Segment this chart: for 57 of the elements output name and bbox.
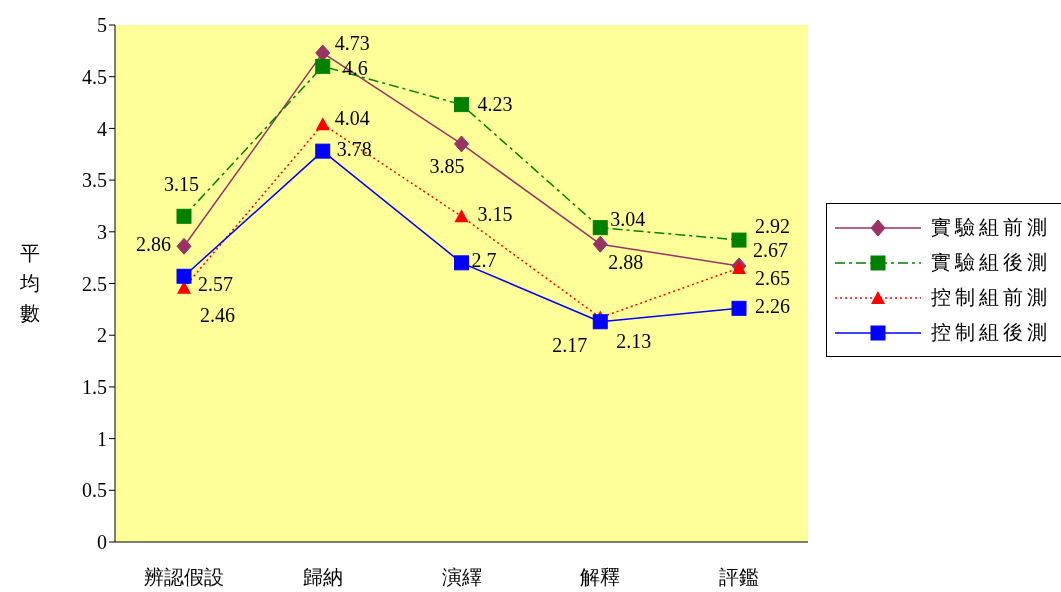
point [454, 135, 469, 153]
data-label: 4.04 [334, 106, 370, 129]
y-axis-title: 平均數 [19, 241, 41, 326]
point [176, 208, 192, 224]
y-tick-label: 4.5 [82, 65, 107, 88]
point [731, 300, 747, 316]
data-label: 4.23 [477, 93, 513, 116]
y-tick-label: 3.5 [82, 169, 107, 192]
point [454, 209, 469, 223]
point [454, 255, 469, 271]
data-label: 2.13 [616, 330, 652, 353]
x-tick-label: 演繹 [441, 566, 482, 589]
x-tick-label: 解釋 [580, 566, 621, 589]
data-label: 3.78 [336, 137, 372, 160]
point [176, 237, 192, 255]
data-label: 3.85 [429, 154, 465, 177]
point [315, 44, 331, 62]
y-tick-label: 0 [97, 531, 107, 554]
y-tick-label: 5 [97, 14, 107, 37]
data-label: 2.26 [755, 294, 790, 317]
y-tick-label: 3 [97, 220, 107, 243]
data-label: 2.67 [753, 238, 788, 261]
data-label: 3.15 [477, 202, 513, 225]
x-tick-label: 歸納 [302, 566, 343, 589]
y-tick-label: 2.5 [82, 272, 107, 295]
data-label: 3.15 [164, 172, 199, 195]
point [315, 117, 330, 131]
y-tick-label: 4 [97, 117, 107, 140]
point [315, 143, 331, 159]
data-label: 3.04 [610, 208, 646, 231]
data-label: 2.46 [200, 304, 235, 327]
legend-label: 實驗組前測 [931, 215, 1051, 240]
point [315, 58, 331, 74]
point [731, 232, 747, 248]
point [592, 235, 608, 253]
data-label: 4.6 [342, 56, 368, 79]
data-label: 2.57 [198, 272, 233, 295]
data-label: 2.92 [755, 214, 790, 237]
y-tick-label: 0.5 [82, 479, 107, 502]
point [592, 314, 608, 330]
x-tick-label: 辨認假設 [144, 566, 224, 589]
data-label: 2.65 [755, 266, 790, 289]
y-tick-label: 1 [97, 427, 107, 450]
legend-label: 控制組後測 [931, 320, 1051, 345]
point [176, 268, 192, 284]
data-label: 2.86 [136, 232, 171, 255]
y-tick-label: 1.5 [82, 376, 107, 398]
y-tick-label: 2 [97, 324, 107, 347]
x-tick-label: 評鑑 [719, 566, 759, 589]
data-label: 2.7 [471, 249, 497, 272]
data-label: 4.73 [334, 31, 370, 54]
point [454, 97, 469, 113]
data-label: 2.88 [608, 250, 644, 273]
data-label: 2.17 [552, 334, 588, 357]
legend-label: 控制組前測 [931, 285, 1051, 310]
legend-label: 實驗組後測 [931, 250, 1051, 275]
point [592, 220, 608, 236]
